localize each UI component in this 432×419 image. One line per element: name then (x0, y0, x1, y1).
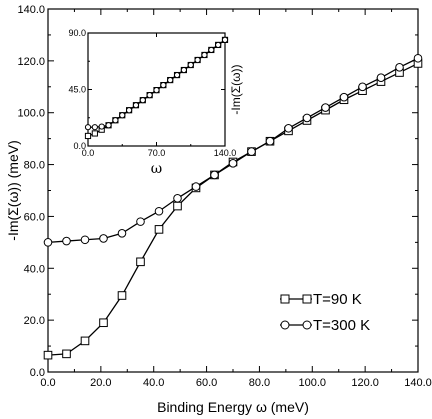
x-tick-label: 20.0 (90, 377, 111, 389)
inset-data-point (139, 97, 146, 104)
data-point (339, 92, 349, 102)
inset-data-point (160, 82, 167, 89)
inset-data-point (119, 112, 126, 119)
data-point (62, 349, 71, 359)
legend: T=90 K T=300 K (280, 291, 370, 334)
x-tick-label: 140.0 (404, 377, 432, 389)
inset-data-point (153, 87, 160, 94)
y-tick-label: 120.0 (17, 56, 45, 68)
inset-data-point (173, 71, 181, 79)
y-tick-label: 80.0 (24, 160, 45, 172)
inset-data-point (126, 107, 133, 114)
inset-y-tick-label: 0.0 (73, 141, 86, 151)
data-point (80, 235, 90, 245)
inset-data-point (215, 41, 222, 49)
x-tick-label: 120.0 (351, 377, 379, 389)
inset-data-point (194, 56, 201, 64)
legend-marker-0 (280, 294, 290, 304)
inset-data-point (84, 132, 92, 140)
inset-data-point (105, 122, 112, 129)
data-point (395, 63, 404, 72)
inset-y-tick-label: 45.0 (68, 85, 86, 95)
data-point (284, 123, 293, 133)
inset-data-point (201, 51, 208, 59)
data-point (43, 350, 53, 360)
main-plot: 0.0 20.0 40.0 60.0 80.0 100.0 120.0 140.0 0.0 20.… (5, 4, 432, 415)
data-point (191, 182, 201, 191)
data-point (210, 170, 219, 180)
inset-data-point (91, 124, 98, 131)
data-point (154, 225, 164, 234)
data-point (247, 147, 256, 156)
inset-x-tick-label: 70.0 (148, 148, 166, 158)
inset-data-point (112, 117, 119, 124)
data-point (99, 318, 108, 328)
inset-data-point (187, 61, 194, 69)
x-tick-label: 100.0 (299, 377, 327, 389)
inset-x-axis-title: ω (151, 161, 162, 177)
y-tick-label: 40.0 (24, 263, 45, 275)
data-point (228, 158, 238, 168)
data-point (321, 103, 330, 112)
inset-data-point (98, 123, 105, 130)
y-tick-label: 100.0 (17, 108, 45, 120)
y-tick-label: 20.0 (24, 315, 45, 327)
data-point (62, 236, 71, 246)
x-axis-title: Binding Energy ω (meV) (157, 399, 309, 415)
legend-label-1: T=300 K (313, 317, 370, 334)
inset-y-axis-title: -Im(Σ(ω)) (229, 64, 243, 114)
inset-data-point (84, 124, 92, 131)
x-tick-label: 80.0 (249, 377, 270, 389)
data-point (173, 193, 182, 203)
data-point (173, 201, 182, 211)
legend-label-0: T=90 K (313, 291, 362, 308)
data-point (376, 73, 386, 83)
data-point (117, 291, 127, 300)
data-point (43, 238, 53, 247)
inset-data-point (91, 130, 98, 137)
legend-marker-0 (302, 294, 312, 304)
legend-marker-1 (280, 320, 290, 330)
data-point (99, 234, 108, 243)
data-point (302, 113, 312, 123)
y-tick-label: 0.0 (30, 367, 45, 379)
inset-data-point (180, 66, 187, 74)
inset-y-tick-label: 90.0 (68, 28, 86, 38)
y-tick-label: 140.0 (17, 4, 45, 16)
data-point (136, 217, 145, 226)
y-tick-label: 60.0 (24, 211, 45, 223)
inset-x-tick-label: 140.0 (214, 148, 237, 158)
data-point (80, 336, 90, 346)
inset-data-point (132, 102, 140, 109)
data-point (413, 53, 423, 63)
data-point (136, 257, 145, 267)
data-point (265, 136, 275, 146)
inset-plot: 0.0 70.0 140.0 0.0 45.0 90.0 ω -Im(Σ(ω)) (68, 28, 243, 177)
data-point (154, 206, 164, 216)
inset-data-point (167, 76, 174, 84)
x-tick-label: 60.0 (196, 377, 217, 389)
data-point (117, 228, 127, 238)
legend-marker-1 (302, 320, 312, 330)
inset-data-point (208, 46, 215, 54)
inset-data-point (146, 92, 153, 99)
inset-data-point (221, 36, 229, 44)
data-point (358, 82, 367, 92)
x-tick-label: 0.0 (40, 377, 55, 389)
x-tick-label: 40.0 (143, 377, 164, 389)
inset-x-tick-label: 0.0 (82, 148, 95, 158)
y-axis-title: -Im(Σ(ω)) (meV) (5, 140, 21, 240)
